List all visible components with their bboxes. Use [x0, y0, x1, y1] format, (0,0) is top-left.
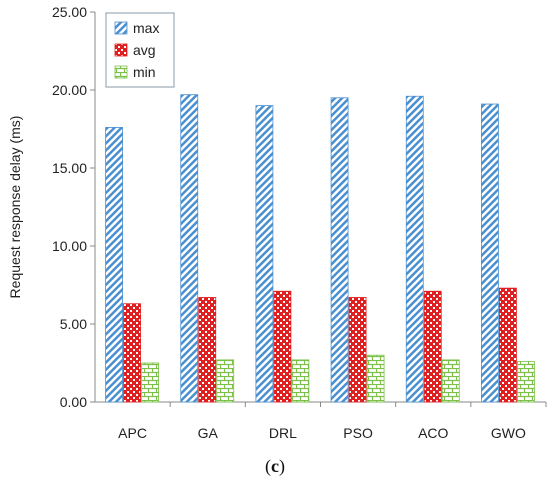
- legend: max avg min: [105, 12, 175, 88]
- x-tick-label: PSO: [343, 425, 373, 441]
- x-tick-label: DRL: [269, 425, 297, 441]
- bar-avg-gwo: [499, 287, 517, 403]
- bar-avg-drl: [273, 290, 292, 403]
- bar-avg-pso: [348, 297, 367, 403]
- caption-close: ): [279, 456, 285, 477]
- bar-min-aco: [441, 359, 460, 403]
- bar-max-aco: [405, 95, 424, 403]
- y-axis-label: Request response delay (ms): [7, 116, 23, 299]
- legend-swatch-avg: [114, 43, 128, 57]
- y-ticks: 0.00 5.00 10.00 15.00 20.00 25.00: [52, 4, 95, 410]
- legend-swatch-max: [114, 21, 128, 35]
- bars: [105, 94, 535, 403]
- legend-label-max: max: [133, 20, 159, 36]
- bar-avg-ga: [198, 297, 217, 403]
- legend-label-avg: avg: [133, 42, 156, 58]
- y-tick-label: 10.00: [52, 238, 87, 254]
- x-tick-label: GA: [198, 425, 219, 441]
- y-tick-label: 20.00: [52, 82, 87, 98]
- x-tick-label: GWO: [491, 425, 526, 441]
- bar-avg-aco: [423, 290, 442, 403]
- caption-letter: c: [271, 456, 279, 476]
- bar-min-ga: [216, 359, 235, 403]
- caption-open: (: [265, 456, 271, 477]
- bar-max-gwo: [481, 103, 499, 403]
- y-tick-label: 0.00: [60, 394, 87, 410]
- y-tick-label: 25.00: [52, 4, 87, 20]
- bar-min-pso: [366, 354, 385, 403]
- bar-avg-apc: [123, 303, 141, 403]
- legend-swatch-min: [114, 65, 128, 79]
- bar-max-ga: [180, 94, 199, 403]
- legend-label-min: min: [133, 64, 156, 80]
- y-tick-label: 15.00: [52, 160, 87, 176]
- x-ticks: APC GA DRL PSO ACO GWO: [118, 402, 547, 441]
- x-tick-label: ACO: [418, 425, 448, 441]
- bar-min-drl: [291, 359, 310, 403]
- figure-caption: (c): [265, 456, 285, 477]
- y-tick-label: 5.00: [60, 316, 87, 332]
- bar-min-apc: [141, 362, 159, 403]
- bar-max-drl: [255, 105, 274, 403]
- bar-min-gwo: [517, 361, 535, 403]
- bar-max-apc: [105, 127, 123, 403]
- x-tick-label: APC: [118, 425, 147, 441]
- bar-max-pso: [330, 97, 349, 403]
